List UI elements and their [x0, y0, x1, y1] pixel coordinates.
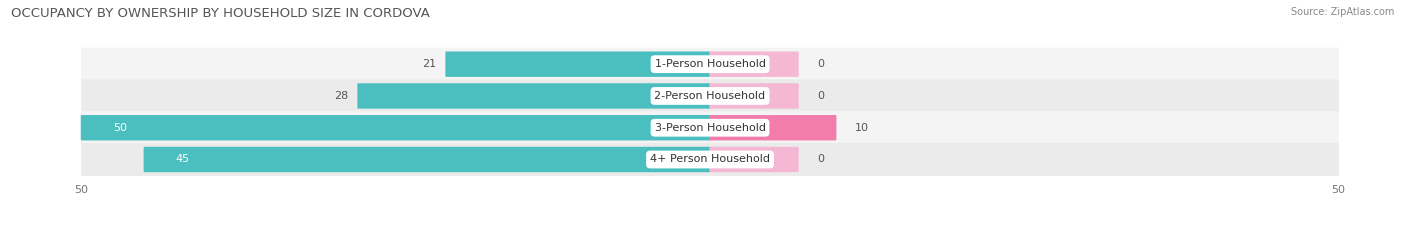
Text: 10: 10 [855, 123, 869, 133]
Text: 4+ Person Household: 4+ Person Household [650, 154, 770, 164]
Text: Source: ZipAtlas.com: Source: ZipAtlas.com [1291, 7, 1395, 17]
Text: 45: 45 [176, 154, 190, 164]
FancyBboxPatch shape [710, 115, 837, 140]
Text: 0: 0 [817, 59, 824, 69]
Text: 1-Person Household: 1-Person Household [655, 59, 765, 69]
Text: OCCUPANCY BY OWNERSHIP BY HOUSEHOLD SIZE IN CORDOVA: OCCUPANCY BY OWNERSHIP BY HOUSEHOLD SIZE… [11, 7, 430, 20]
Text: 28: 28 [333, 91, 347, 101]
FancyBboxPatch shape [446, 51, 710, 77]
FancyBboxPatch shape [82, 79, 1339, 113]
FancyBboxPatch shape [82, 143, 1339, 176]
FancyBboxPatch shape [80, 115, 710, 140]
FancyBboxPatch shape [710, 83, 799, 109]
Text: 3-Person Household: 3-Person Household [655, 123, 765, 133]
FancyBboxPatch shape [82, 111, 1339, 144]
Text: 21: 21 [422, 59, 436, 69]
FancyBboxPatch shape [710, 147, 799, 172]
FancyBboxPatch shape [82, 48, 1339, 81]
Text: 0: 0 [817, 91, 824, 101]
FancyBboxPatch shape [710, 51, 799, 77]
Text: 2-Person Household: 2-Person Household [654, 91, 766, 101]
FancyBboxPatch shape [143, 147, 710, 172]
FancyBboxPatch shape [357, 83, 710, 109]
Text: 50: 50 [112, 123, 127, 133]
Text: 0: 0 [817, 154, 824, 164]
